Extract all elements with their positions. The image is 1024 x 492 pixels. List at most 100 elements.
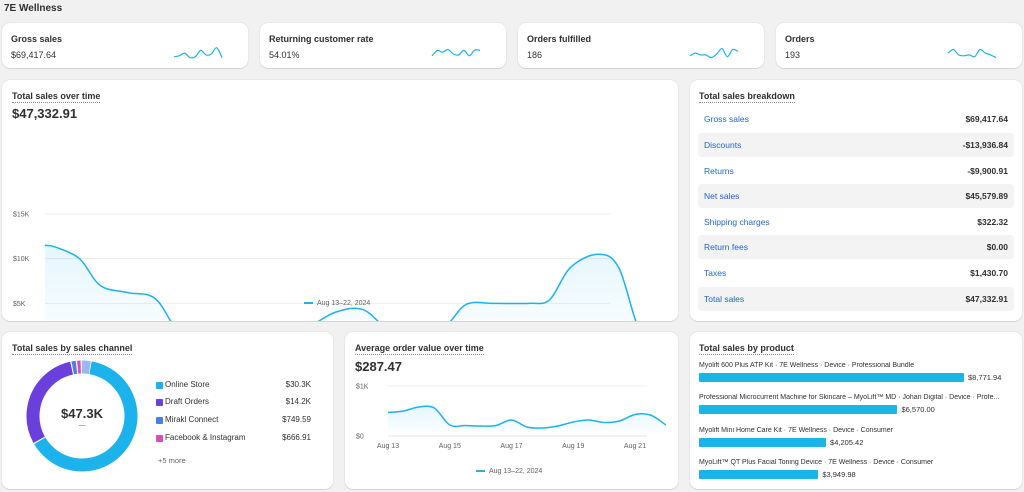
- breakdown-label[interactable]: Return fees: [704, 242, 748, 252]
- store-name: 7E Wellness: [4, 3, 63, 14]
- y-tick-label: $5K: [13, 301, 26, 308]
- kpi-value: 54.01%: [269, 50, 300, 60]
- product-bar: [699, 470, 819, 479]
- product-bar: [699, 405, 898, 414]
- channel-swatch: [156, 417, 163, 424]
- area-fill: [388, 406, 666, 436]
- kpi-label: Orders: [785, 34, 815, 44]
- channel-value: $14.2K: [285, 397, 311, 406]
- channel-item-facebook-instagram[interactable]: Facebook & Instagram $666.91: [156, 433, 311, 445]
- product-value: $6,570.00: [901, 405, 935, 414]
- kpi-label: Returning customer rate: [269, 34, 374, 44]
- breakdown-row-taxes: Taxes $1,430.70: [698, 261, 1014, 285]
- sales-channel-donut-chart: [25, 359, 139, 473]
- kpi-sparkline: [947, 48, 997, 59]
- sales-breakdown-card: Total sales breakdown Gross sales $69,417…: [690, 80, 1022, 321]
- sparkline-path: [173, 47, 223, 59]
- kpi-value: $69,417.64: [11, 50, 57, 60]
- channel-item-online-store[interactable]: Online Store $30.3K: [156, 380, 311, 392]
- product-value: $3,949.98: [822, 470, 856, 479]
- card-title[interactable]: Total sales breakdown: [699, 91, 795, 103]
- channel-value: $666.91: [282, 433, 311, 442]
- chart-legend[interactable]: Aug 13–22, 2024: [476, 468, 542, 475]
- product-row[interactable]: Myolift 600 Plus ATP Kit · 7E Wellness ·…: [699, 362, 1017, 383]
- product-name: Myolift Mini Home Care Kit · 7E Wellness…: [699, 427, 893, 434]
- sparkline-path: [431, 48, 481, 57]
- breakdown-row-discounts: Discounts -$13,936.84: [698, 133, 1014, 157]
- channel-swatch: [156, 435, 163, 442]
- product-name: Professional Microcurrent Machine for Sk…: [699, 394, 1000, 401]
- breakdown-label[interactable]: Total sales: [704, 294, 745, 304]
- breakdown-value: -$9,900.91: [967, 166, 1008, 176]
- breakdown-value: $0.00: [986, 242, 1008, 252]
- channel-swatch: [156, 399, 163, 406]
- breakdown-value: -$13,936.84: [962, 140, 1008, 150]
- series-line[interactable]: [387, 405, 667, 429]
- channel-label: Online Store: [165, 380, 210, 389]
- x-tick-label: Aug 17: [500, 443, 522, 450]
- channel-label: Facebook & Instagram: [165, 433, 246, 442]
- breakdown-row-total-sales: Total sales $47,332.91: [698, 287, 1014, 311]
- breakdown-value: $45,579.89: [965, 191, 1008, 201]
- x-tick-label: Aug 21: [624, 443, 646, 450]
- product-name: Myolift 600 Plus ATP Kit · 7E Wellness ·…: [699, 362, 915, 369]
- card-title[interactable]: Total sales by sales channel: [12, 343, 133, 355]
- donut-center-value: $47.3K: [61, 406, 103, 421]
- donut-center-sub: —: [78, 422, 86, 429]
- aov-line-chart: $0 $1K Aug 13 Aug 15 Aug 17 Aug 19 Aug 21: [356, 384, 667, 450]
- kpi-sparkline: [431, 48, 481, 57]
- card-title[interactable]: Total sales by product: [699, 343, 794, 355]
- breakdown-label[interactable]: Taxes: [704, 268, 727, 278]
- y-tick-label: $10K: [13, 256, 30, 263]
- channel-label: Draft Orders: [165, 397, 210, 406]
- breakdown-label[interactable]: Net sales: [704, 191, 740, 201]
- breakdown-value: $1,430.70: [970, 268, 1008, 278]
- product-row[interactable]: Myolift Mini Home Care Kit · 7E Wellness…: [699, 427, 1017, 448]
- series-line[interactable]: [44, 244, 660, 321]
- breakdown-label[interactable]: Returns: [704, 166, 734, 176]
- channel-item-draft-orders[interactable]: Draft Orders $14.2K: [156, 397, 311, 409]
- kpi-value: 193: [785, 50, 801, 60]
- breakdown-row-gross-sales: Gross sales $69,417.64: [698, 107, 1014, 131]
- breakdown-label[interactable]: Discounts: [704, 140, 742, 150]
- kpi-card-gross-sales[interactable]: Gross sales $69,417.64: [2, 23, 248, 68]
- more-channels-link[interactable]: +5 more: [158, 456, 186, 465]
- x-tick-label: Aug 15: [439, 443, 461, 450]
- sparkline-path: [947, 48, 997, 59]
- breakdown-value: $69,417.64: [965, 114, 1008, 124]
- card-title[interactable]: Average order value over time: [355, 343, 484, 355]
- x-tick-label: Aug 19: [562, 443, 584, 450]
- kpi-card-returning-customer-rate[interactable]: Returning customer rate 54.01%: [260, 23, 506, 68]
- aov-value: $287.47: [355, 359, 402, 374]
- kpi-sparkline: [173, 47, 223, 59]
- legend-swatch: [304, 302, 313, 304]
- breakdown-value: $322.32: [977, 217, 1008, 227]
- kpi-value: 186: [527, 50, 543, 60]
- y-tick-label: $1K: [356, 384, 369, 391]
- chart-legend[interactable]: Aug 13–22, 2024: [304, 300, 370, 307]
- breakdown-row-net-sales: Net sales $45,579.89: [698, 184, 1014, 208]
- breakdown-label[interactable]: Gross sales: [704, 114, 749, 124]
- channel-swatch: [156, 382, 163, 389]
- kpi-label: Gross sales: [11, 34, 63, 44]
- product-row[interactable]: MyoLift™ QT Plus Facial Toning Device · …: [699, 459, 1017, 480]
- product-value: $4,205.42: [830, 438, 864, 447]
- donut-slice[interactable]: [25, 359, 139, 473]
- kpi-card-orders[interactable]: Orders 193: [776, 23, 1022, 68]
- breakdown-label[interactable]: Shipping charges: [704, 217, 770, 227]
- channel-value: $749.59: [282, 415, 311, 424]
- breakdown-row-shipping-charges: Shipping charges $322.32: [698, 210, 1014, 234]
- channel-item-mirakl-connect[interactable]: Mirakl Connect $749.59: [156, 415, 311, 427]
- card-title[interactable]: Total sales over time: [12, 91, 101, 103]
- total-sales-value: $47,332.91: [12, 106, 78, 121]
- y-tick-label: $15K: [13, 212, 30, 219]
- legend-swatch: [476, 470, 485, 472]
- channel-label: Mirakl Connect: [165, 415, 219, 424]
- sales-over-time-card: Total sales over time $47,332.91 $0$5K$1…: [2, 80, 678, 321]
- product-row[interactable]: Professional Microcurrent Machine for Sk…: [699, 394, 1017, 415]
- breakdown-row-return-fees: Return fees $0.00: [698, 235, 1014, 259]
- kpi-card-orders-fulfilled[interactable]: Orders fulfilled 186: [518, 23, 764, 68]
- x-tick-label: Aug 13: [377, 443, 399, 450]
- y-tick-label: $0: [356, 434, 364, 441]
- product-value: $8,771.94: [968, 373, 1002, 382]
